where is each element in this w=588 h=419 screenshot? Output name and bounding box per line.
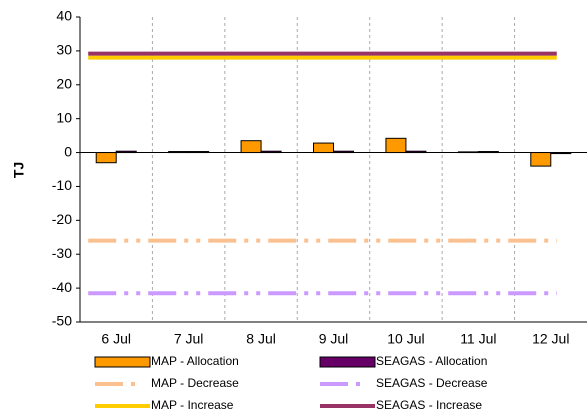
bar <box>550 152 572 155</box>
y-tick-label: 0 <box>64 143 72 159</box>
y-tick-label: -30 <box>52 245 72 261</box>
bar <box>477 151 499 154</box>
legend-swatch <box>94 356 151 368</box>
legend-label: MAP - Decrease <box>151 376 239 390</box>
x-tick-label: 9 Jul <box>319 331 349 347</box>
bar <box>385 137 407 154</box>
x-tick-label: 10 Jul <box>387 331 424 347</box>
y-tick-label: -40 <box>52 279 72 295</box>
bar <box>530 152 552 167</box>
x-tick-label: 11 Jul <box>460 331 496 347</box>
legend-label: SEAGAS - Decrease <box>376 376 488 390</box>
bar <box>405 150 427 154</box>
bar <box>95 152 117 164</box>
bar <box>168 151 190 154</box>
bar <box>188 151 210 154</box>
y-axis-label: TJ <box>11 162 27 178</box>
bar <box>240 140 262 154</box>
y-tick-label: 40 <box>56 8 72 24</box>
x-tick-label: 7 Jul <box>174 331 204 347</box>
legend-label: SEAGAS - Allocation <box>376 354 487 368</box>
x-tick-label: 8 Jul <box>246 331 276 347</box>
legend-swatch <box>319 356 376 368</box>
legend-label: MAP - Allocation <box>151 354 239 368</box>
legend-label: MAP - Increase <box>151 398 234 412</box>
y-tick-label: 10 <box>56 109 72 125</box>
y-tick-label: -10 <box>52 177 72 193</box>
legend-label: SEAGAS - Increase <box>376 398 482 412</box>
bar <box>115 150 137 154</box>
y-tick-label: -20 <box>52 211 72 227</box>
y-tick-label: -50 <box>52 313 72 329</box>
bar <box>313 142 334 154</box>
y-tick-label: 30 <box>56 42 72 58</box>
y-tick-label: 20 <box>56 75 72 91</box>
x-tick-label: 6 Jul <box>101 331 131 347</box>
x-tick-label: 12 Jul <box>532 331 569 347</box>
bar <box>457 151 479 154</box>
bar <box>333 150 354 154</box>
bar <box>260 150 282 154</box>
